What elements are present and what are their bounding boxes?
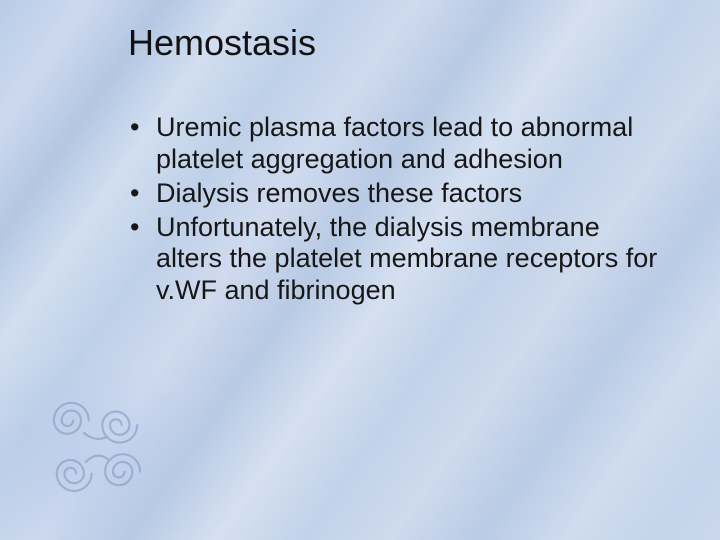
bullet-item: Unfortunately, the dialysis membrane alt… [128,212,660,308]
bullet-item: Dialysis removes these factors [128,178,660,210]
slide-title: Hemostasis [128,22,316,64]
spiral-ornament-icon [18,367,173,522]
bullet-item: Uremic plasma factors lead to abnormal p… [128,112,660,176]
slide-body: Uremic plasma factors lead to abnormal p… [128,112,660,309]
bullet-list: Uremic plasma factors lead to abnormal p… [128,112,660,307]
slide: Hemostasis Uremic plasma factors lead to… [0,0,720,540]
